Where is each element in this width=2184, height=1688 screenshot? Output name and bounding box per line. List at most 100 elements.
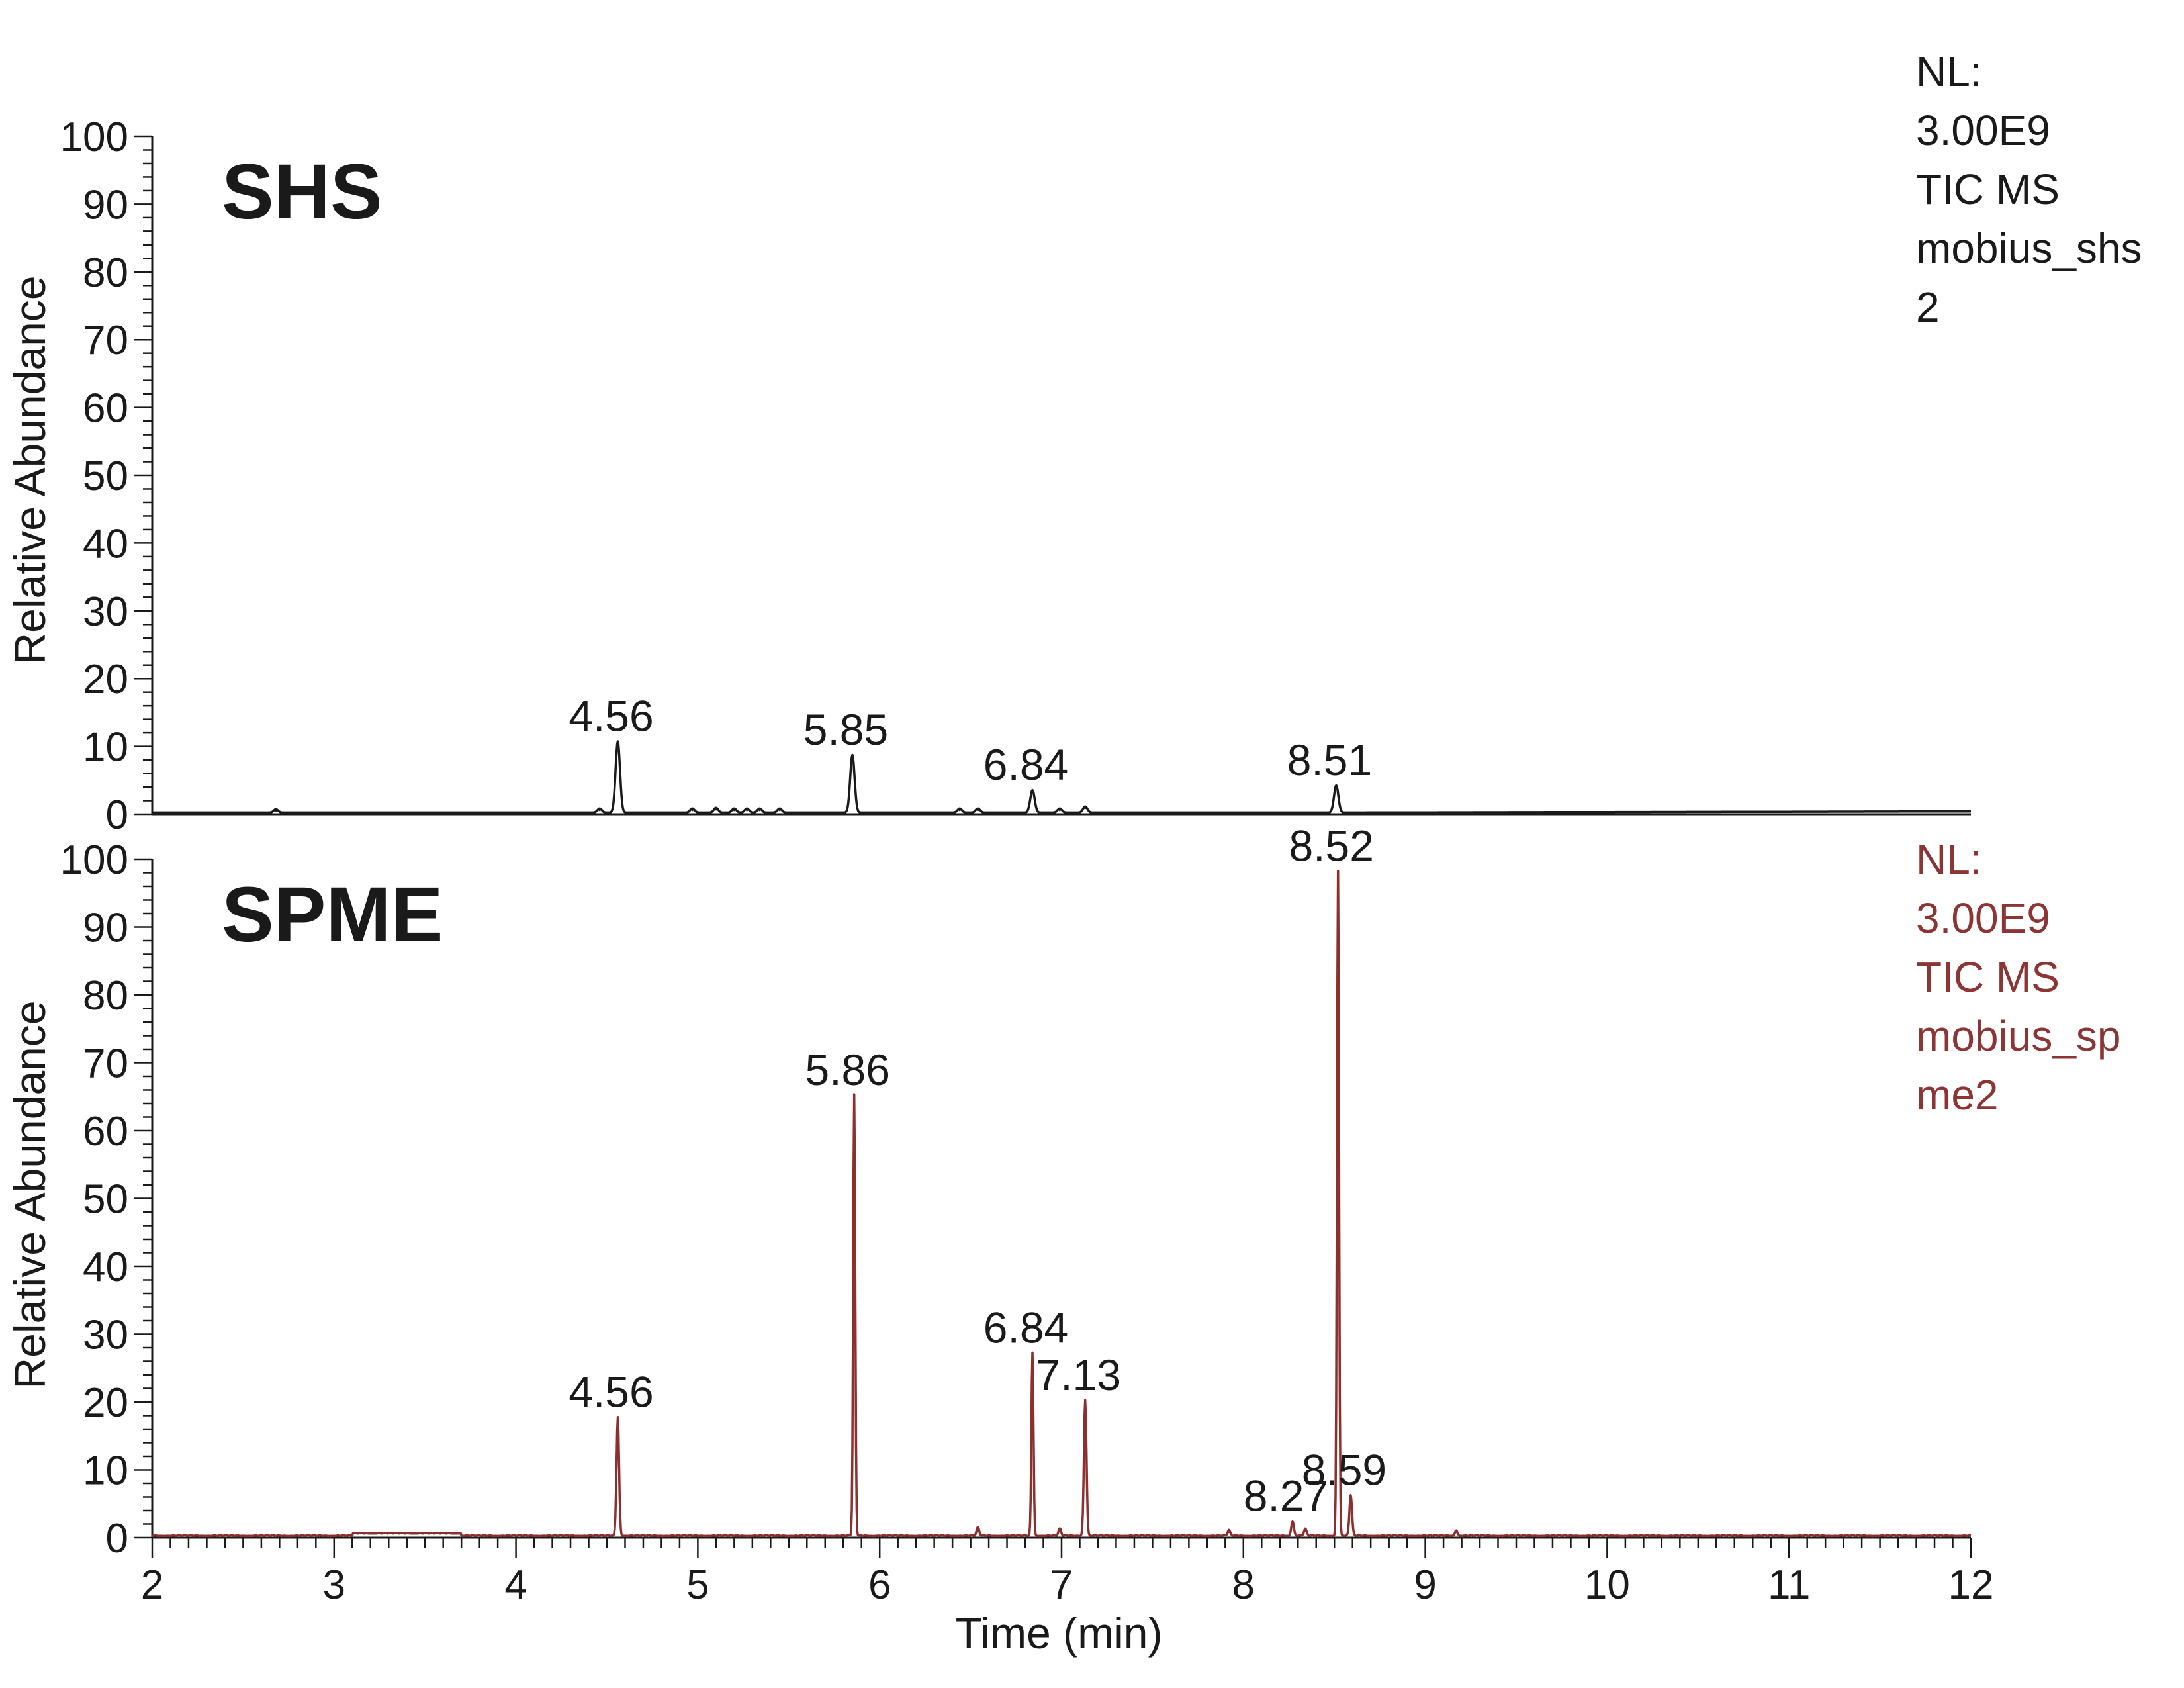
shs-peak-point [1058, 809, 1061, 812]
shs-peak-point [851, 755, 854, 758]
spme-peak-point [1337, 872, 1340, 874]
spme-peak-label: 8.27 [1244, 1471, 1328, 1520]
shs-info-line: mobius_shs [1916, 224, 2142, 272]
spme-peak-point [616, 1418, 619, 1421]
x-tick-label: 5 [686, 1562, 709, 1608]
x-axis-title: Time (min) [956, 1609, 1163, 1658]
shs-info-line: NL: [1916, 48, 1982, 95]
spme-chromatogram-trace [152, 869, 1972, 1538]
spme-y-tick-label: 30 [83, 1313, 128, 1358]
spme-y-tick-label: 100 [60, 837, 128, 883]
shs-info-line: 3.00E9 [1916, 107, 2050, 154]
shs-peak-point [977, 809, 979, 812]
x-tick-label: 2 [141, 1562, 163, 1608]
spme-y-tick-label: 90 [83, 906, 128, 951]
shs-y-tick-label: 80 [83, 250, 128, 296]
shs-peak-point [616, 741, 619, 744]
shs-peak-point [746, 809, 749, 812]
spme-info-block: NL: 3.00E9 TIC MS mobius_sp me2 [1916, 835, 2121, 1119]
shs-chromatogram-panel: SHS Relative Abundance NL: 3.00E9 TIC MS mo… [5, 48, 2142, 838]
shs-peak-point [758, 809, 761, 812]
spme-info-line: TIC MS [1916, 953, 2060, 1001]
shs-peak-point [733, 809, 735, 812]
shs-peak-label: 6.84 [983, 740, 1068, 789]
shs-y-tick-label: 100 [60, 115, 128, 160]
spme-y-axis-title: Relative Abundance [5, 1000, 54, 1389]
spme-y-tick-label: 60 [83, 1109, 128, 1154]
x-tick-label: 11 [1768, 1562, 1810, 1608]
spme-y-tick-label: 50 [83, 1177, 128, 1223]
shs-peak-point [598, 809, 601, 812]
shs-info-line: TIC MS [1916, 165, 2060, 213]
shs-peak-point [1084, 807, 1087, 810]
spme-info-line: me2 [1916, 1071, 1999, 1119]
shs-trace-group [152, 740, 1972, 814]
shs-axes: 0 10 20 30 40 50 60 70 80 90 100 [60, 115, 1971, 838]
spme-info-line: NL: [1916, 835, 1982, 883]
spme-panel-label: SPME [222, 871, 443, 959]
spme-peak-point [1304, 1530, 1306, 1532]
spme-peak-point [1084, 1401, 1087, 1403]
shs-peak-point [275, 810, 277, 812]
x-tick-label: 7 [1050, 1562, 1073, 1608]
shs-chromatogram-trace [152, 740, 1972, 814]
spme-axes: 0 10 20 30 40 50 60 70 80 90 100 2 3 4 5 6 7 8 9 10 11 12 [60, 837, 1994, 1608]
shs-y-tick-label: 60 [83, 386, 128, 432]
spme-peak-label: 4.56 [569, 1368, 653, 1417]
spme-peak-labels: 4.56 5.86 6.847.13 8.27 8.52 8.59 [569, 821, 1387, 1521]
spme-peak-point [1455, 1531, 1457, 1534]
spme-y-tick-label: 20 [83, 1380, 128, 1426]
shs-peak-point [715, 808, 717, 811]
x-tick-label: 10 [1584, 1562, 1630, 1608]
shs-peak-point [691, 809, 694, 812]
x-tick-label: 6 [868, 1562, 891, 1608]
x-tick-label: 3 [323, 1562, 345, 1608]
spme-info-line: mobius_sp [1916, 1012, 2121, 1060]
shs-peak-point [1335, 786, 1338, 788]
spme-peak-point [1031, 1353, 1034, 1356]
shs-peak-point [958, 809, 961, 812]
spme-trace-group [152, 869, 1972, 1538]
spme-y-tick-label: 10 [83, 1448, 128, 1494]
shs-y-tick-label: 90 [83, 182, 128, 228]
spme-peak-label: 5.86 [805, 1045, 889, 1094]
shs-peak-point [778, 809, 781, 812]
shs-info-block: NL: 3.00E9 TIC MS mobius_shs 2 [1916, 48, 2142, 331]
spme-peak-point [1291, 1521, 1294, 1524]
spme-y-tick-label: 0 [106, 1516, 128, 1562]
shs-y-axis-title: Relative Abundance [5, 275, 54, 664]
shs-info-line: 2 [1916, 283, 1940, 331]
shs-y-tick-label: 40 [83, 521, 128, 567]
shs-y-tick-label: 30 [83, 589, 128, 635]
x-tick-label: 4 [504, 1562, 527, 1608]
spme-peak-point [853, 1096, 856, 1098]
spme-y-tick-label: 70 [83, 1041, 128, 1087]
x-tick-label: 8 [1232, 1562, 1255, 1608]
x-tick-label: 12 [1948, 1562, 1994, 1608]
shs-y-tick-label: 70 [83, 318, 128, 363]
spme-peak-label: 7.13 [1036, 1350, 1120, 1399]
shs-y-tick-label: 0 [106, 792, 128, 838]
shs-peak-labels: 4.56 5.85 6.84 8.51 [569, 691, 1372, 789]
shs-y-tick-label: 50 [83, 453, 128, 499]
spme-peak-point [1058, 1530, 1061, 1532]
spme-y-tick-label: 80 [83, 973, 128, 1019]
spme-info-line: 3.00E9 [1916, 894, 2050, 942]
shs-peak-label: 5.85 [803, 705, 888, 754]
spme-peak-label: 6.84 [983, 1303, 1068, 1352]
spme-chromatogram-panel: SPME Relative Abundance Time (min) NL: 3.… [5, 821, 2121, 1658]
spme-peak-label: 8.52 [1289, 821, 1373, 870]
shs-peak-point [1031, 790, 1034, 793]
shs-y-tick-label: 20 [83, 657, 128, 702]
spme-peak-label: 8.59 [1302, 1446, 1387, 1495]
shs-peak-label: 8.51 [1287, 735, 1372, 784]
spme-peak-point [1228, 1531, 1230, 1534]
spme-peak-point [1349, 1496, 1352, 1498]
x-tick-label: 9 [1414, 1562, 1436, 1608]
spme-peak-point [977, 1528, 979, 1531]
shs-panel-label: SHS [222, 148, 383, 236]
spme-y-tick-label: 40 [83, 1244, 128, 1290]
shs-peak-label: 4.56 [569, 691, 653, 740]
shs-y-tick-label: 10 [83, 725, 128, 771]
